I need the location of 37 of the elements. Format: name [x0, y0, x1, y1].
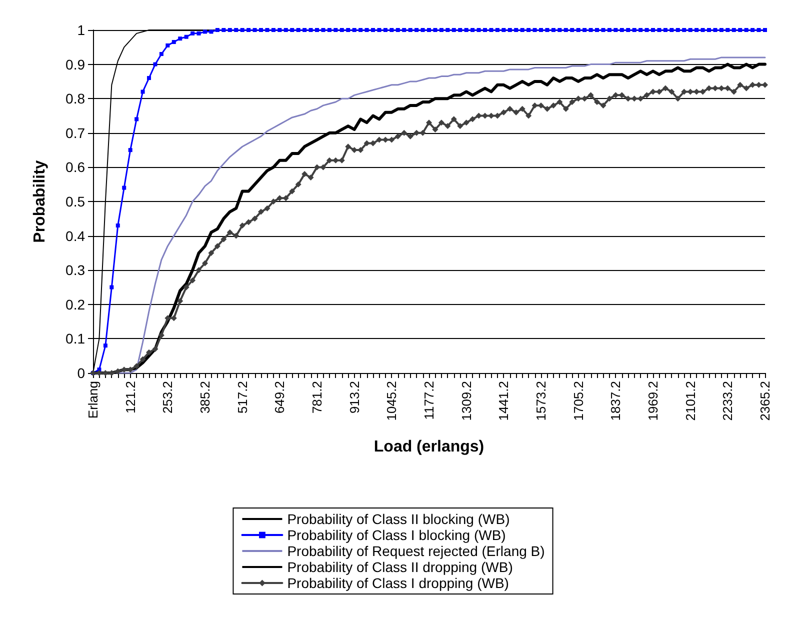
legend-label: Probability of Request rejected (Erlang B) — [287, 543, 545, 559]
legend-label: Probability of Class I blocking (WB) — [287, 527, 506, 543]
x-tick-label: 517.2 — [234, 381, 250, 414]
x-tick-label: 2233.2 — [720, 381, 736, 421]
x-tick-label: 1969.2 — [646, 381, 660, 421]
x-tick-label: 1705.2 — [570, 381, 586, 421]
x-tick-label: 1177.2 — [422, 381, 436, 420]
y-tick-label: 0.5 — [66, 194, 86, 210]
y-tick-label: 0.1 — [66, 330, 86, 347]
x-tick-label: 253.2 — [160, 381, 176, 414]
x-tick-label: 1441.2 — [496, 381, 512, 421]
x-tick-label: 781.2 — [310, 381, 324, 414]
y-tick-label: 0.6 — [66, 159, 86, 176]
x-tick-label: 385.2 — [198, 381, 212, 414]
y-tick-label: 0.9 — [66, 56, 86, 72]
x-tick-label: 1309.2 — [458, 381, 474, 421]
y-tick-label: 0.7 — [66, 124, 86, 141]
y-tick-label: 0.4 — [66, 228, 86, 244]
legend-label: Probability of Class I dropping (WB) — [287, 575, 509, 591]
x-tick-label: 121.2 — [122, 381, 138, 414]
y-tick-label: 1 — [77, 22, 86, 38]
y-tick-label: 0 — [77, 365, 86, 381]
y-axis-title: Probability — [32, 160, 48, 243]
legend-label: Probability of Class II blocking (WB) — [287, 511, 510, 527]
x-tick-label: 913.2 — [346, 381, 362, 414]
x-tick-label: 2101.2 — [682, 381, 698, 421]
legend-label: Probability of Class II dropping (WB) — [287, 559, 513, 575]
x-tick-label: 1837.2 — [608, 381, 624, 421]
y-tick-label: 0.3 — [66, 262, 86, 278]
x-tick-label: 649.2 — [272, 381, 288, 414]
y-tick-label: 0.8 — [66, 90, 86, 107]
x-tick-label: Erlang — [86, 381, 100, 419]
x-tick-label: 2365.2 — [758, 381, 772, 421]
y-tick-label: 0.2 — [66, 296, 86, 312]
x-tick-label: 1045.2 — [384, 381, 400, 421]
x-tick-label: 1573.2 — [534, 381, 548, 421]
x-axis-title: Load (erlangs) — [374, 438, 484, 456]
